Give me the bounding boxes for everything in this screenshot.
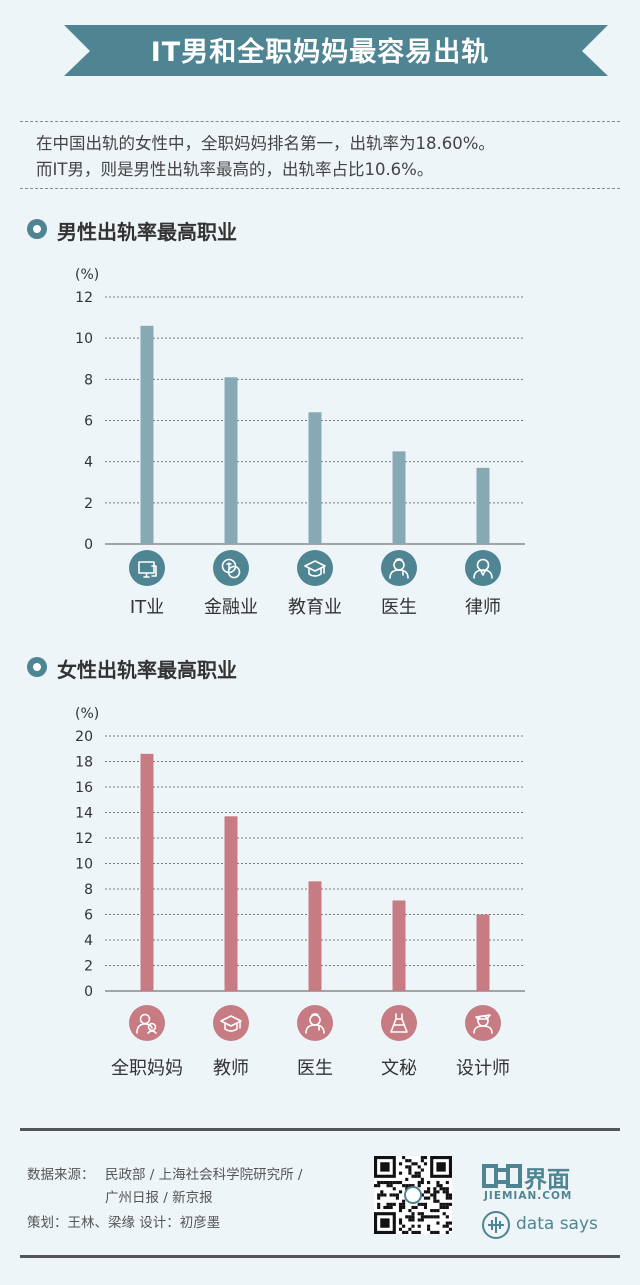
- lawyer-icon: [465, 550, 501, 586]
- dress-icon: [381, 1005, 417, 1041]
- jiemian-logo: 界面 JIEMIAN.COM: [482, 1160, 592, 1204]
- female-y-tick-label: 14: [75, 806, 93, 822]
- female-category-label: 全职妈妈: [111, 1058, 183, 1079]
- female-y-tick-label: 12: [75, 831, 93, 847]
- male-bar: [476, 467, 490, 544]
- datasays-logo: data says: [482, 1210, 602, 1240]
- datasays-logo-mark-icon: [482, 1211, 510, 1239]
- jiemian-logo-name: 界面: [524, 1167, 570, 1193]
- mother-icon: [129, 1005, 165, 1041]
- doctor-icon: [297, 1005, 333, 1041]
- female-y-tick-label: 10: [75, 857, 93, 873]
- female-section-bullet-icon: [27, 657, 47, 677]
- computer-icon: [129, 550, 165, 586]
- footer-bottom-rule: [20, 1255, 620, 1258]
- female-y-tick-label: 6: [84, 908, 93, 924]
- female-category-label: 医生: [297, 1058, 333, 1079]
- male-category-label: 教育业: [288, 597, 342, 618]
- footer-top-rule: [20, 1128, 620, 1131]
- male-y-tick-label: 8: [84, 372, 93, 388]
- intro-line-1: 在中国出轨的女性中，全职妈妈排名第一，出轨率为18.60%。: [36, 134, 495, 153]
- male-bar: [392, 451, 406, 544]
- datasays-logo-text: data says: [516, 1214, 598, 1234]
- qr-code-icon: [374, 1156, 452, 1234]
- male-y-tick-label: 4: [84, 455, 93, 471]
- female-bar: [308, 881, 322, 991]
- female-bar: [140, 753, 154, 991]
- graduation-cap-icon: [297, 550, 333, 586]
- page-title: IT男和全职妈妈最容易出轨: [150, 37, 490, 68]
- male-y-tick-label: 6: [84, 414, 93, 430]
- female-category-label: 文秘: [381, 1058, 417, 1079]
- intro-top-divider: [20, 121, 620, 122]
- male-y-tick-label: 12: [75, 290, 93, 306]
- female-bar: [392, 900, 406, 991]
- jiemian-logo-mark-icon: [482, 1164, 522, 1188]
- intro-line-2: 而IT男，则是男性出轨率最高的，出轨率占比10.6%。: [36, 160, 434, 179]
- graduation-cap-icon: [213, 1005, 249, 1041]
- male-category-label: 金融业: [204, 597, 258, 618]
- female-y-tick-label: 0: [84, 984, 93, 1000]
- jiemian-logo-domain: JIEMIAN.COM: [484, 1190, 573, 1202]
- male-section-title: 男性出轨率最高职业: [57, 220, 237, 244]
- male-bar: [308, 412, 322, 544]
- male-y-tick-label: 10: [75, 331, 93, 347]
- intro-bottom-divider: [20, 188, 620, 189]
- source-line-2: 广州日报 / 新京报: [105, 1190, 213, 1206]
- male-y-tick-label: 0: [84, 537, 93, 553]
- female-category-label: 设计师: [456, 1058, 510, 1079]
- banner-ribbon: [64, 25, 608, 76]
- male-bar: [224, 377, 238, 544]
- male-category-label: 律师: [465, 597, 501, 618]
- female-y-tick-label: 2: [84, 959, 93, 975]
- female-bar-chart: (%) 0 2 4 6 8 10 12 14 16 18 20 全职妈妈 教师 医生 文秘 设计师: [75, 706, 525, 1079]
- source-label: 数据来源：: [27, 1167, 95, 1183]
- male-unit-label: (%): [75, 267, 99, 283]
- female-section-title: 女性出轨率最高职业: [57, 658, 237, 682]
- female-y-tick-label: 20: [75, 729, 93, 745]
- female-bar: [476, 914, 490, 991]
- male-y-tick-label: 2: [84, 496, 93, 512]
- coins-icon: [213, 550, 249, 586]
- female-category-label: 教师: [213, 1058, 249, 1079]
- source-line-1: 民政部 / 上海社会科学院研究所 /: [105, 1167, 303, 1183]
- designer-icon: [465, 1005, 501, 1041]
- male-bar: [140, 325, 154, 544]
- female-y-tick-label: 8: [84, 882, 93, 898]
- title-banner: [64, 25, 608, 76]
- female-y-tick-label: 4: [84, 933, 93, 949]
- male-bar-chart: (%) 0 2 4 6 8 10 12 IT业 金融业 教育业 医生 律师: [75, 267, 525, 618]
- male-category-label: IT业: [130, 597, 164, 618]
- credits-text: 策划：王林、梁缘 设计：初彦墨: [27, 1215, 221, 1231]
- female-unit-label: (%): [75, 706, 99, 722]
- male-category-label: 医生: [381, 597, 417, 618]
- female-y-tick-label: 18: [75, 755, 93, 771]
- male-section-bullet-icon: [27, 219, 47, 239]
- female-y-tick-label: 16: [75, 780, 93, 796]
- doctor-icon: [381, 550, 417, 586]
- female-bar: [224, 816, 238, 991]
